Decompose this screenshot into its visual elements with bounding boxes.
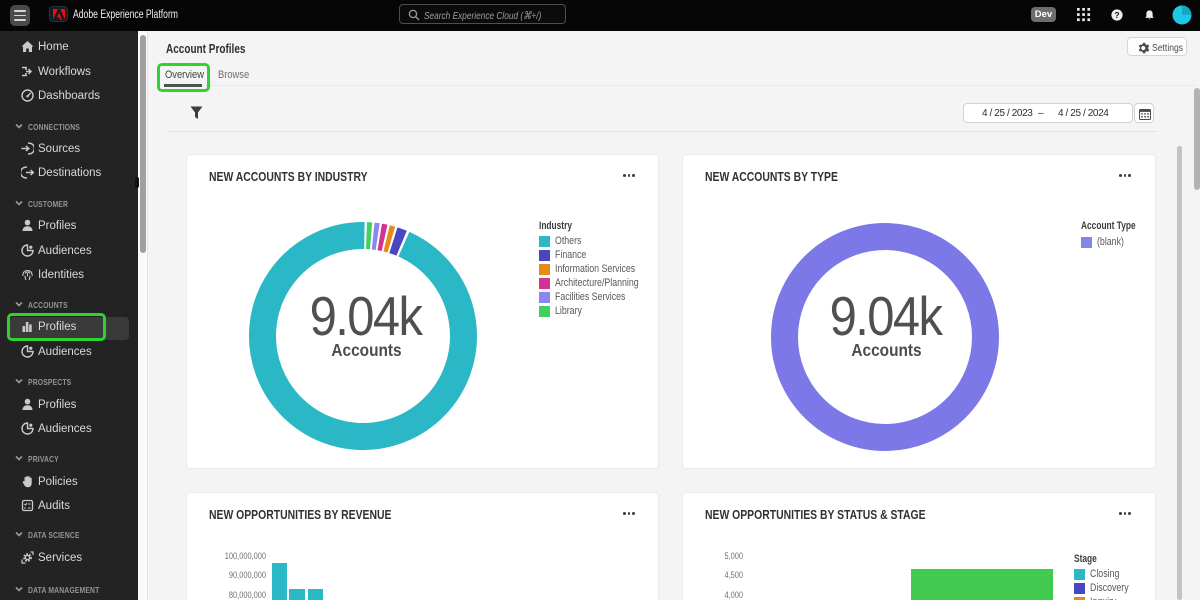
svg-text:?: ? bbox=[1114, 10, 1119, 20]
